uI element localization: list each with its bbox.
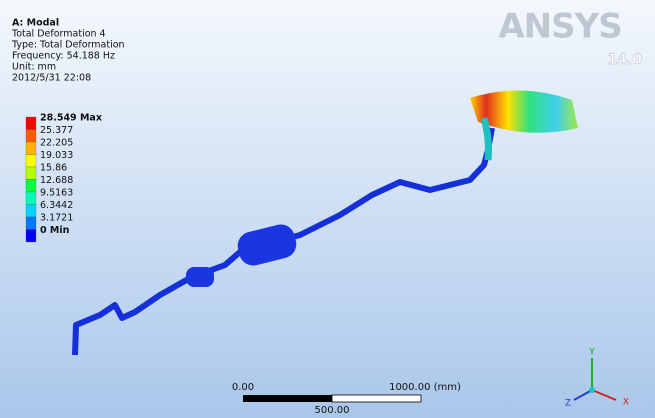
legend-swatch [26,167,36,180]
legend-label: 0 Min [40,225,70,236]
legend-label: 19.033 [40,150,73,161]
legend-swatch [26,192,36,205]
scale-white [332,395,421,402]
result-title: Total Deformation 4 [11,29,106,40]
legend-swatch [26,205,36,218]
legend-swatch [26,117,36,130]
legend-swatch [26,142,36,155]
page: A: Modal Total Deformation 4 Type: Total… [0,0,655,418]
frequency: Frequency: 54.188 Hz [12,51,115,62]
legend-label: 28.549 Max [40,113,102,124]
brand: ANSYS [498,7,621,47]
version: 14.0 [607,52,642,68]
scale-middle: 500.00 [315,405,350,416]
legend-label: 9.5163 [40,188,73,199]
background [0,0,655,418]
origin [589,387,595,393]
result-type: Type: Total Deformation [11,40,125,51]
date: 2012/5/31 22:08 [12,73,91,84]
legend-swatch [26,217,36,230]
y-label: Y [588,348,595,358]
z-label: Z [565,399,571,409]
legend-label: 25.377 [40,125,73,136]
legend-label: 3.1721 [40,213,73,224]
legend-label: 15.86 [40,163,67,174]
legend-swatch [26,155,36,168]
scale-end: 1000.00 (mm) [389,382,461,393]
scale-black [243,395,332,402]
small-muffler [186,267,214,287]
viewport: A: Modal Total Deformation 4 Type: Total… [0,0,655,418]
legend-label: 22.205 [40,138,73,149]
analysis: A: Modal [12,18,59,29]
scale-start: 0.00 [232,382,254,393]
legend-label: 6.3442 [40,200,73,211]
legend-label: 12.688 [40,175,73,186]
legend-swatch [26,180,36,193]
legend-swatch [26,230,36,243]
legend-swatch [26,130,36,143]
x-label: X [623,398,629,408]
unit: Unit: mm [12,62,56,73]
